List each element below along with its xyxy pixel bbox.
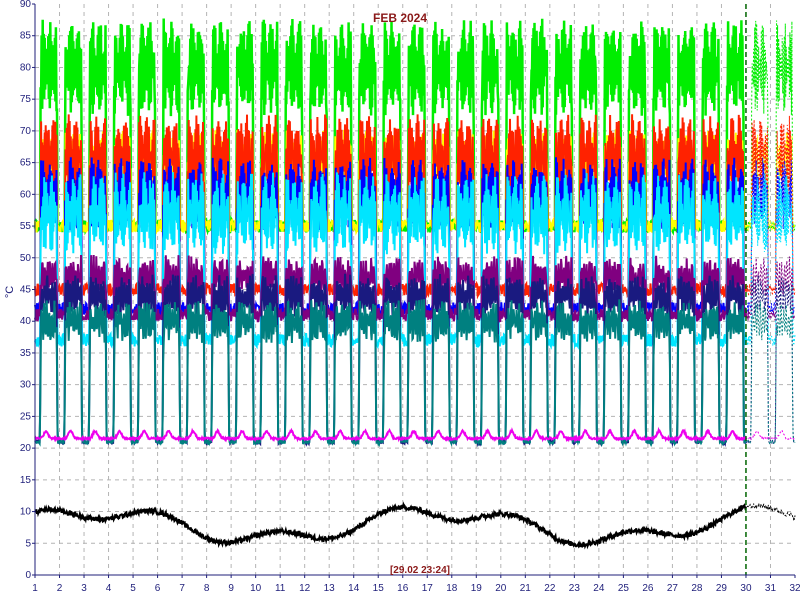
x-tick-label: 25 [618,583,630,594]
x-tick-label: 23 [569,583,581,594]
x-tick-label: 8 [204,583,210,594]
y-tick-label: 55 [20,221,32,232]
x-tick-label: 15 [373,583,385,594]
x-tick-label: 31 [765,583,777,594]
series-line [34,172,747,350]
series-line [34,299,747,448]
y-tick-label: 70 [20,126,32,137]
x-tick-label: 27 [667,583,679,594]
x-tick-label: 17 [422,583,434,594]
y-tick-label: 25 [20,411,32,422]
y-tick-label: 10 [20,507,32,518]
x-tick-label: 30 [740,583,752,594]
series-line [34,501,747,550]
y-axis-label: °C [4,286,16,298]
y-tick-label: 15 [20,475,32,486]
x-tick-label: 22 [544,583,556,594]
chart-title: FEB 2024 [373,11,427,25]
x-tick-label: 10 [250,583,262,594]
x-tick-label: 29 [716,583,728,594]
series-forecast-line [745,275,796,445]
x-tick-label: 3 [81,583,87,594]
x-tick-label: 11 [275,583,286,594]
series-forecast-line [745,173,796,347]
x-tick-label: 4 [106,583,112,594]
series-line [34,254,747,323]
y-tick-label: 0 [25,570,31,581]
y-tick-label: 40 [20,316,32,327]
x-tick-label: 6 [155,583,161,594]
x-tick-label: 7 [179,583,185,594]
x-tick-label: 2 [57,583,63,594]
y-tick-label: 20 [20,443,32,454]
x-tick-label: 20 [495,583,507,594]
y-tick-label: 75 [20,94,32,105]
x-tick-label: 32 [789,583,800,594]
x-tick-label: 28 [691,583,703,594]
y-tick-label: 5 [25,538,31,549]
y-tick-label: 30 [20,380,32,391]
y-tick-label: 80 [20,62,32,73]
x-tick-label: 16 [397,583,409,594]
timestamp-label: [29.02 23:24] [390,565,450,576]
x-tick-label: 9 [228,583,234,594]
y-tick-label: 85 [20,31,32,42]
x-tick-label: 1 [32,583,38,594]
x-tick-label: 21 [520,583,532,594]
y-tick-label: 35 [20,348,32,359]
x-tick-label: 13 [324,583,336,594]
y-tick-label: 60 [20,189,32,200]
x-tick-label: 12 [299,583,311,594]
series-forecast-line [745,503,796,521]
series-group [33,18,796,550]
x-tick-label: 24 [593,583,605,594]
series-forecast-line [745,429,796,442]
x-tick-label: 18 [446,583,458,594]
x-tick-label: 14 [348,583,360,594]
series-forecast-line [745,301,796,446]
series-forecast-line [745,256,795,321]
x-tick-label: 5 [130,583,136,594]
series-line [34,426,747,444]
x-tick-label: 26 [642,583,654,594]
x-tick-label: 19 [471,583,483,594]
y-tick-label: 50 [20,253,32,264]
y-tick-label: 45 [20,285,32,296]
y-tick-label: 90 [20,0,32,10]
y-tick-label: 65 [20,158,32,169]
